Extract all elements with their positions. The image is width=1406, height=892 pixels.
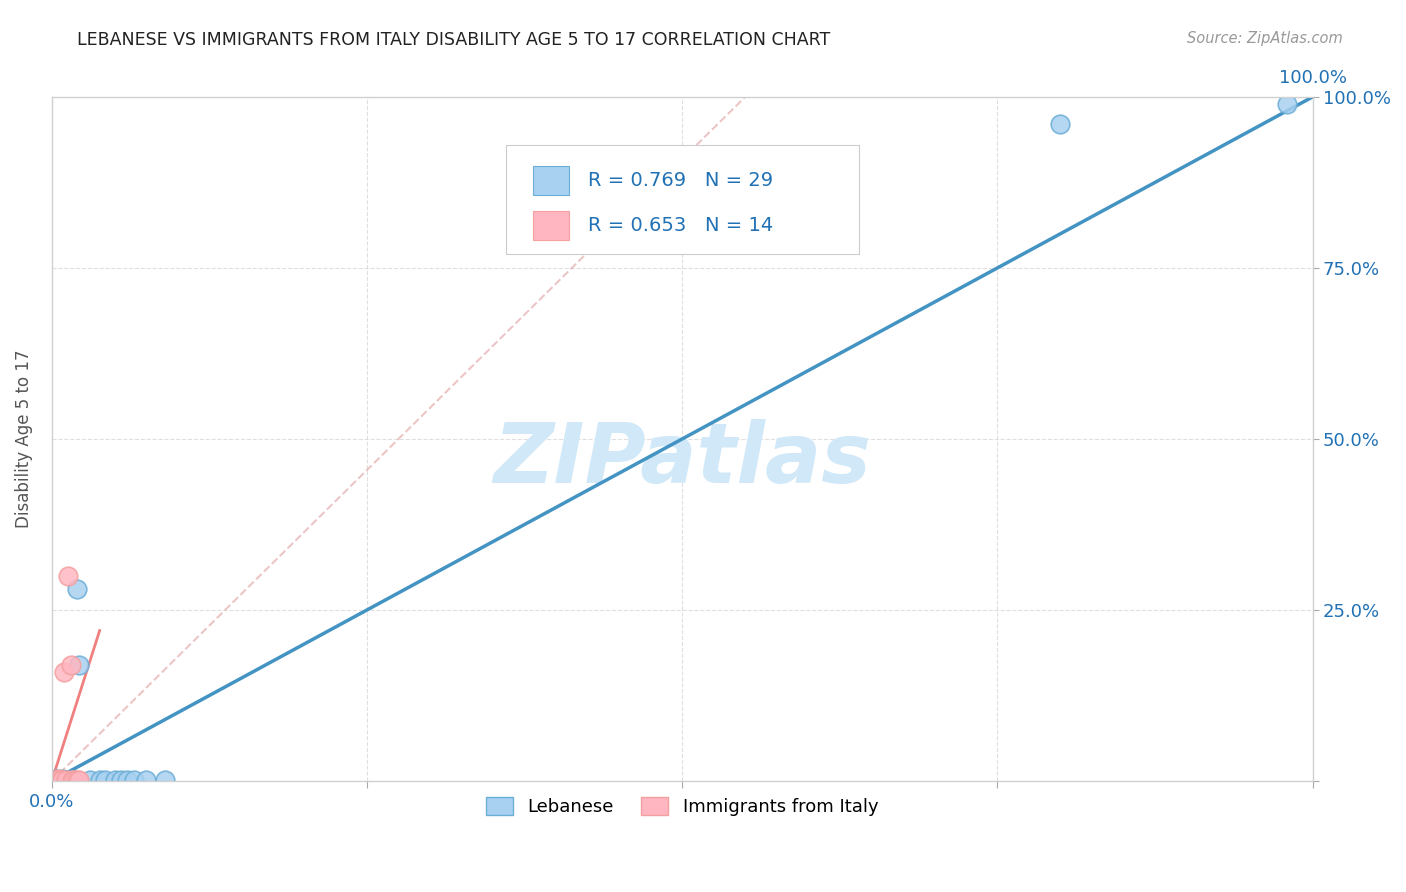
Point <box>69 657 91 672</box>
Point <box>44 772 66 787</box>
Point <box>104 772 127 787</box>
Point <box>60 772 83 787</box>
Point <box>59 657 82 672</box>
Point <box>55 772 77 787</box>
Point <box>52 772 75 787</box>
Text: Source: ZipAtlas.com: Source: ZipAtlas.com <box>1187 31 1343 46</box>
Point <box>110 772 132 787</box>
Point <box>69 772 91 787</box>
Point <box>53 665 76 679</box>
Point <box>49 772 72 787</box>
Point <box>89 772 111 787</box>
Point <box>56 773 79 788</box>
Point <box>51 772 73 786</box>
Point <box>63 772 86 787</box>
Point <box>48 772 70 787</box>
Point <box>51 773 73 788</box>
Point <box>60 772 83 787</box>
Point <box>46 773 69 788</box>
Point <box>55 772 77 787</box>
Point <box>117 772 139 787</box>
Text: ZIPatlas: ZIPatlas <box>494 419 872 500</box>
Point <box>53 773 76 788</box>
Point <box>44 772 66 786</box>
FancyBboxPatch shape <box>533 211 568 240</box>
Point <box>44 772 66 787</box>
Point <box>79 772 101 787</box>
FancyBboxPatch shape <box>533 166 568 194</box>
Point <box>135 772 157 787</box>
Point <box>56 772 79 787</box>
Point <box>1049 117 1071 131</box>
Point <box>56 568 79 582</box>
Point <box>49 773 72 788</box>
Legend: Lebanese, Immigrants from Italy: Lebanese, Immigrants from Italy <box>479 789 886 823</box>
Y-axis label: Disability Age 5 to 17: Disability Age 5 to 17 <box>15 350 32 528</box>
Point <box>1277 96 1299 111</box>
Text: R = 0.769   N = 29: R = 0.769 N = 29 <box>588 171 773 190</box>
Point <box>45 772 67 787</box>
Point <box>63 773 86 788</box>
Point <box>48 772 70 786</box>
Point <box>66 772 89 787</box>
FancyBboxPatch shape <box>506 145 859 254</box>
Point <box>93 772 115 787</box>
Point <box>122 772 145 787</box>
Point <box>59 773 82 788</box>
Text: R = 0.653   N = 14: R = 0.653 N = 14 <box>588 216 773 235</box>
Point <box>44 773 66 788</box>
Point <box>46 772 69 787</box>
Point <box>155 773 177 788</box>
Point <box>66 582 89 597</box>
Text: LEBANESE VS IMMIGRANTS FROM ITALY DISABILITY AGE 5 TO 17 CORRELATION CHART: LEBANESE VS IMMIGRANTS FROM ITALY DISABI… <box>77 31 831 49</box>
